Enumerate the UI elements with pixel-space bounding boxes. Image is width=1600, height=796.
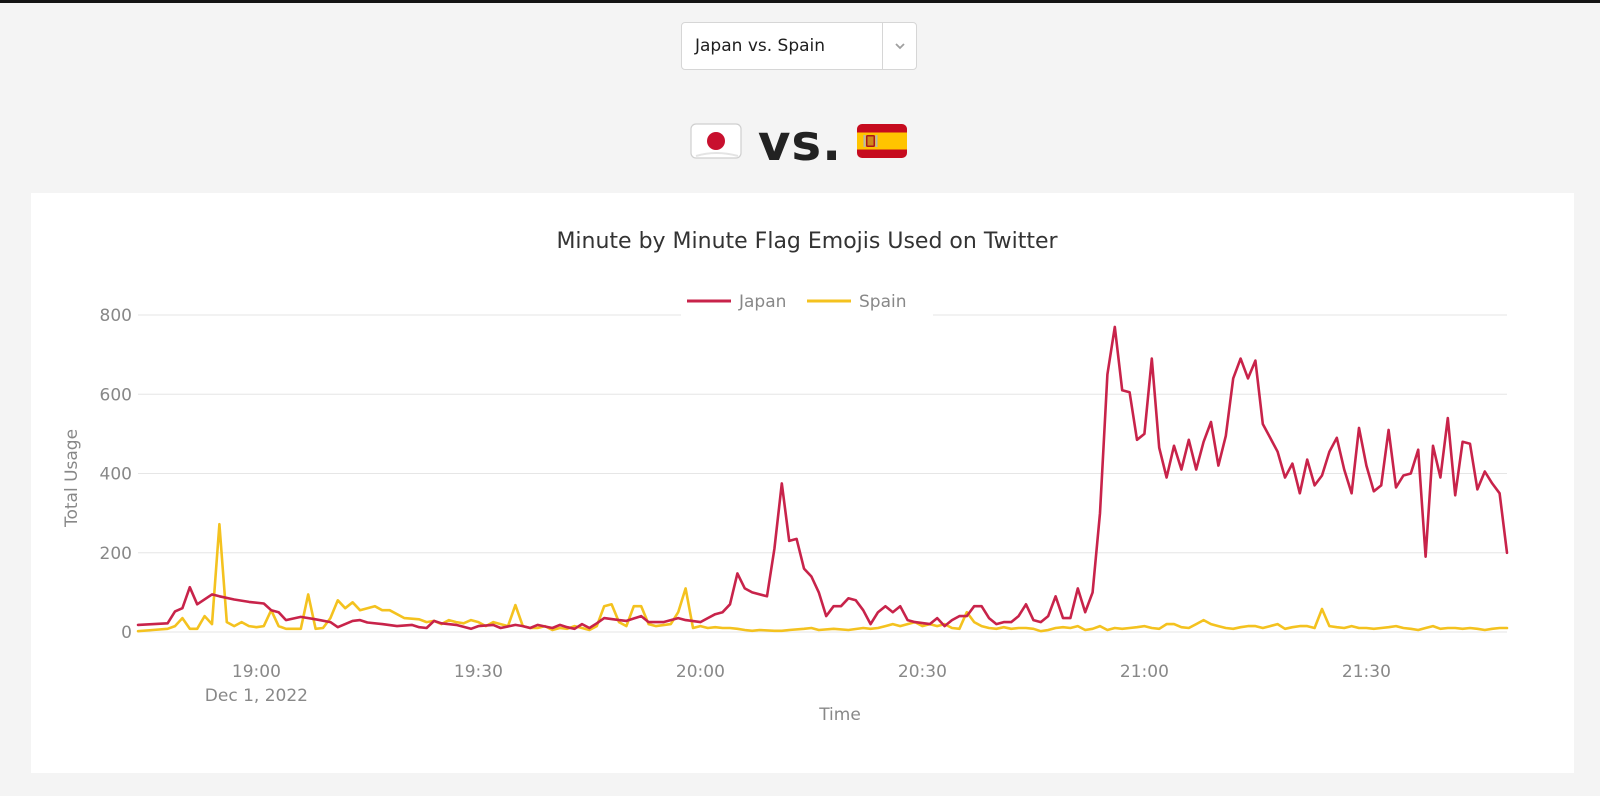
y-tick-label: 0 <box>121 623 132 643</box>
line-chart: Minute by Minute Flag Emojis Used on Twi… <box>62 229 1509 725</box>
top-border <box>0 0 1600 3</box>
y-tick-label: 800 <box>100 306 132 326</box>
x-tick-label: 19:00 <box>232 662 281 682</box>
x-tick-sublabel: Dec 1, 2022 <box>205 686 308 706</box>
chart-title: Minute by Minute Flag Emojis Used on Twi… <box>556 229 1058 254</box>
y-axis-label: Total Usage <box>62 429 82 528</box>
x-tick-label: 19:30 <box>454 662 503 682</box>
y-tick-label: 400 <box>100 465 132 485</box>
legend-label-spain: Spain <box>859 292 907 312</box>
x-tick-label: 21:00 <box>1120 662 1169 682</box>
x-axis-label: Time <box>818 705 861 725</box>
chart-card: Minute by Minute Flag Emojis Used on Twi… <box>31 193 1574 773</box>
matchup-select[interactable]: Japan vs. Spain <box>681 22 917 70</box>
legend-label-japan: Japan <box>738 292 786 312</box>
x-tick-label: 20:30 <box>898 662 947 682</box>
series-line-spain <box>136 522 1509 633</box>
vs-label: vs. <box>757 114 843 172</box>
series-line-japan <box>136 325 1509 631</box>
chevron-down-icon[interactable] <box>882 23 916 69</box>
y-tick-label: 600 <box>100 385 132 405</box>
matchup-select-value: Japan vs. Spain <box>695 36 826 56</box>
spain-flag-icon <box>856 120 910 166</box>
y-tick-label: 200 <box>100 544 132 564</box>
x-tick-label: 20:00 <box>676 662 725 682</box>
matchup-heading: vs. <box>0 108 1600 178</box>
x-tick-label: 21:30 <box>1342 662 1391 682</box>
japan-flag-icon <box>690 120 744 166</box>
